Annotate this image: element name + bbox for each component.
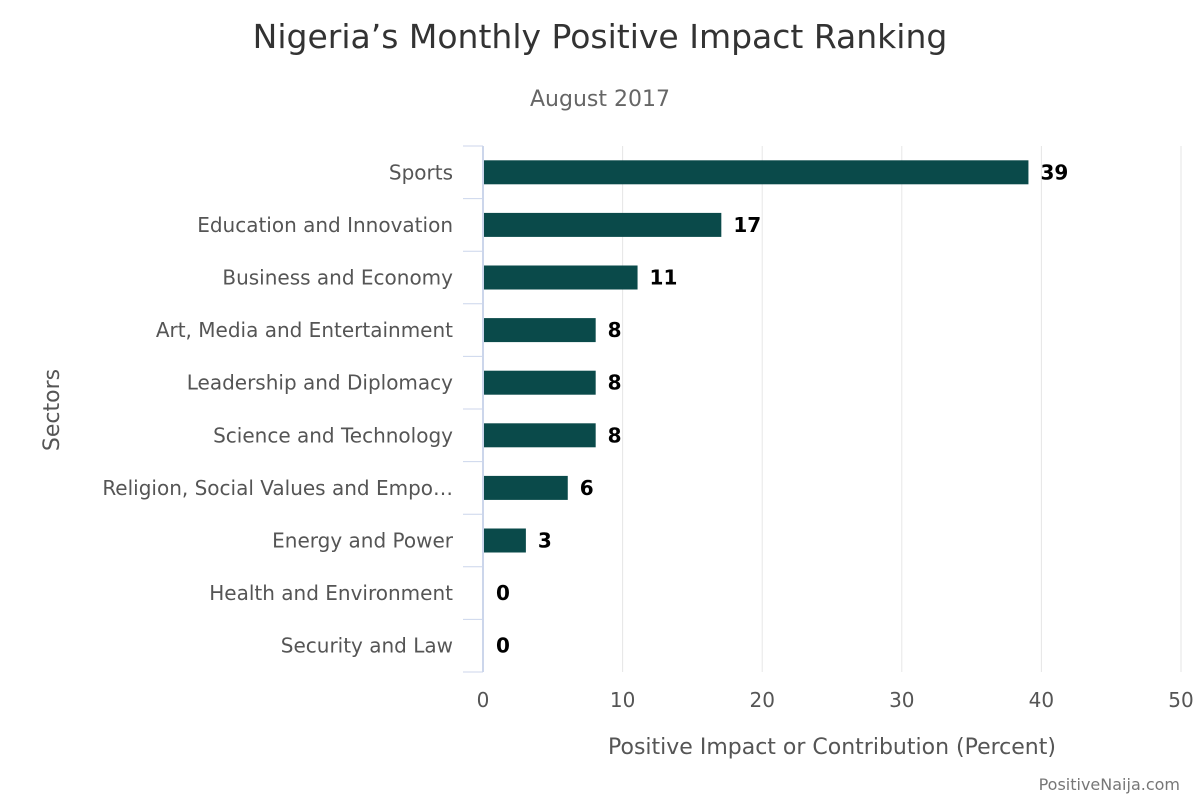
category-label: Education and Innovation <box>197 213 453 237</box>
data-label: 3 <box>538 529 552 553</box>
data-label: 6 <box>580 476 594 500</box>
bar[interactable] <box>484 423 596 448</box>
data-label: 8 <box>608 423 622 447</box>
data-label: 8 <box>608 318 622 342</box>
gridlines <box>622 146 1182 672</box>
bar[interactable] <box>484 370 596 395</box>
category-label: Art, Media and Entertainment <box>156 318 453 342</box>
data-label: 17 <box>733 213 761 237</box>
category-label: Security and Law <box>281 634 453 658</box>
category-label: Health and Environment <box>209 581 453 605</box>
data-label: 0 <box>496 634 510 658</box>
x-tick-label: 50 <box>1168 688 1193 712</box>
category-axis <box>463 145 484 673</box>
bar[interactable] <box>484 528 526 553</box>
x-tick-label: 20 <box>749 688 774 712</box>
bar[interactable] <box>484 318 596 343</box>
category-label: Energy and Power <box>272 529 454 553</box>
category-label: Religion, Social Values and Empo… <box>102 476 453 500</box>
data-label: 39 <box>1040 160 1068 184</box>
bar[interactable] <box>484 265 638 290</box>
x-tick-label: 40 <box>1029 688 1054 712</box>
y-axis-title: Sectors <box>40 369 65 451</box>
category-label: Science and Technology <box>213 423 453 447</box>
data-label: 0 <box>496 581 510 605</box>
category-label: Leadership and Diplomacy <box>187 371 453 395</box>
x-tick-label: 0 <box>477 688 490 712</box>
chart-title: Nigeria’s Monthly Positive Impact Rankin… <box>253 17 948 56</box>
bar[interactable] <box>484 475 568 500</box>
data-label: 11 <box>650 266 678 290</box>
data-label: 8 <box>608 371 622 395</box>
bar[interactable] <box>484 160 1029 185</box>
x-axis-title: Positive Impact or Contribution (Percent… <box>608 735 1056 760</box>
category-label: Sports <box>389 160 453 184</box>
x-tick-label: 30 <box>889 688 914 712</box>
bars <box>484 160 1029 553</box>
bar[interactable] <box>484 212 722 237</box>
credit-text[interactable]: PositiveNaija.com <box>1039 775 1180 794</box>
x-tick-label: 10 <box>610 688 635 712</box>
chart-subtitle: August 2017 <box>530 87 670 112</box>
category-label: Business and Economy <box>222 266 453 290</box>
